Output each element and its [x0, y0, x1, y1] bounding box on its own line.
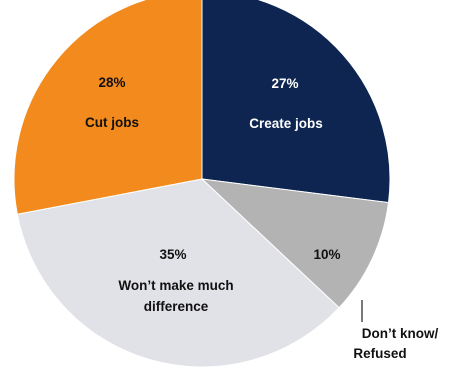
pie-slice-don-t-know-refused: [200, 178, 390, 309]
slice-label-wont-make-difference-line-2: difference: [144, 299, 209, 314]
slice-label-wont-make-difference-line-1: Won’t make much: [118, 278, 233, 293]
slice-label-cut-jobs: Cut jobs: [85, 115, 139, 130]
slice-value-create-jobs: 27%: [271, 76, 298, 91]
slice-label-dont-know-line-2: Refused: [353, 346, 406, 361]
slice-value-wont-make-difference: 35%: [159, 247, 186, 262]
slice-label-dont-know-line-1: Don’t know/: [362, 326, 439, 341]
pie-slices: [13, 0, 391, 368]
slice-label-create-jobs: Create jobs: [249, 116, 323, 131]
pie-slice-create-jobs: [201, 0, 391, 204]
slice-value-dont-know: 10%: [313, 247, 340, 262]
pie-labels: 27% Create jobs 10% Don’t know/ Refused …: [85, 75, 438, 361]
pie-slice-cut-jobs: [13, 0, 203, 215]
pie-slice-won-t-make-much-difference: [16, 178, 340, 368]
slice-value-cut-jobs: 28%: [98, 75, 125, 90]
